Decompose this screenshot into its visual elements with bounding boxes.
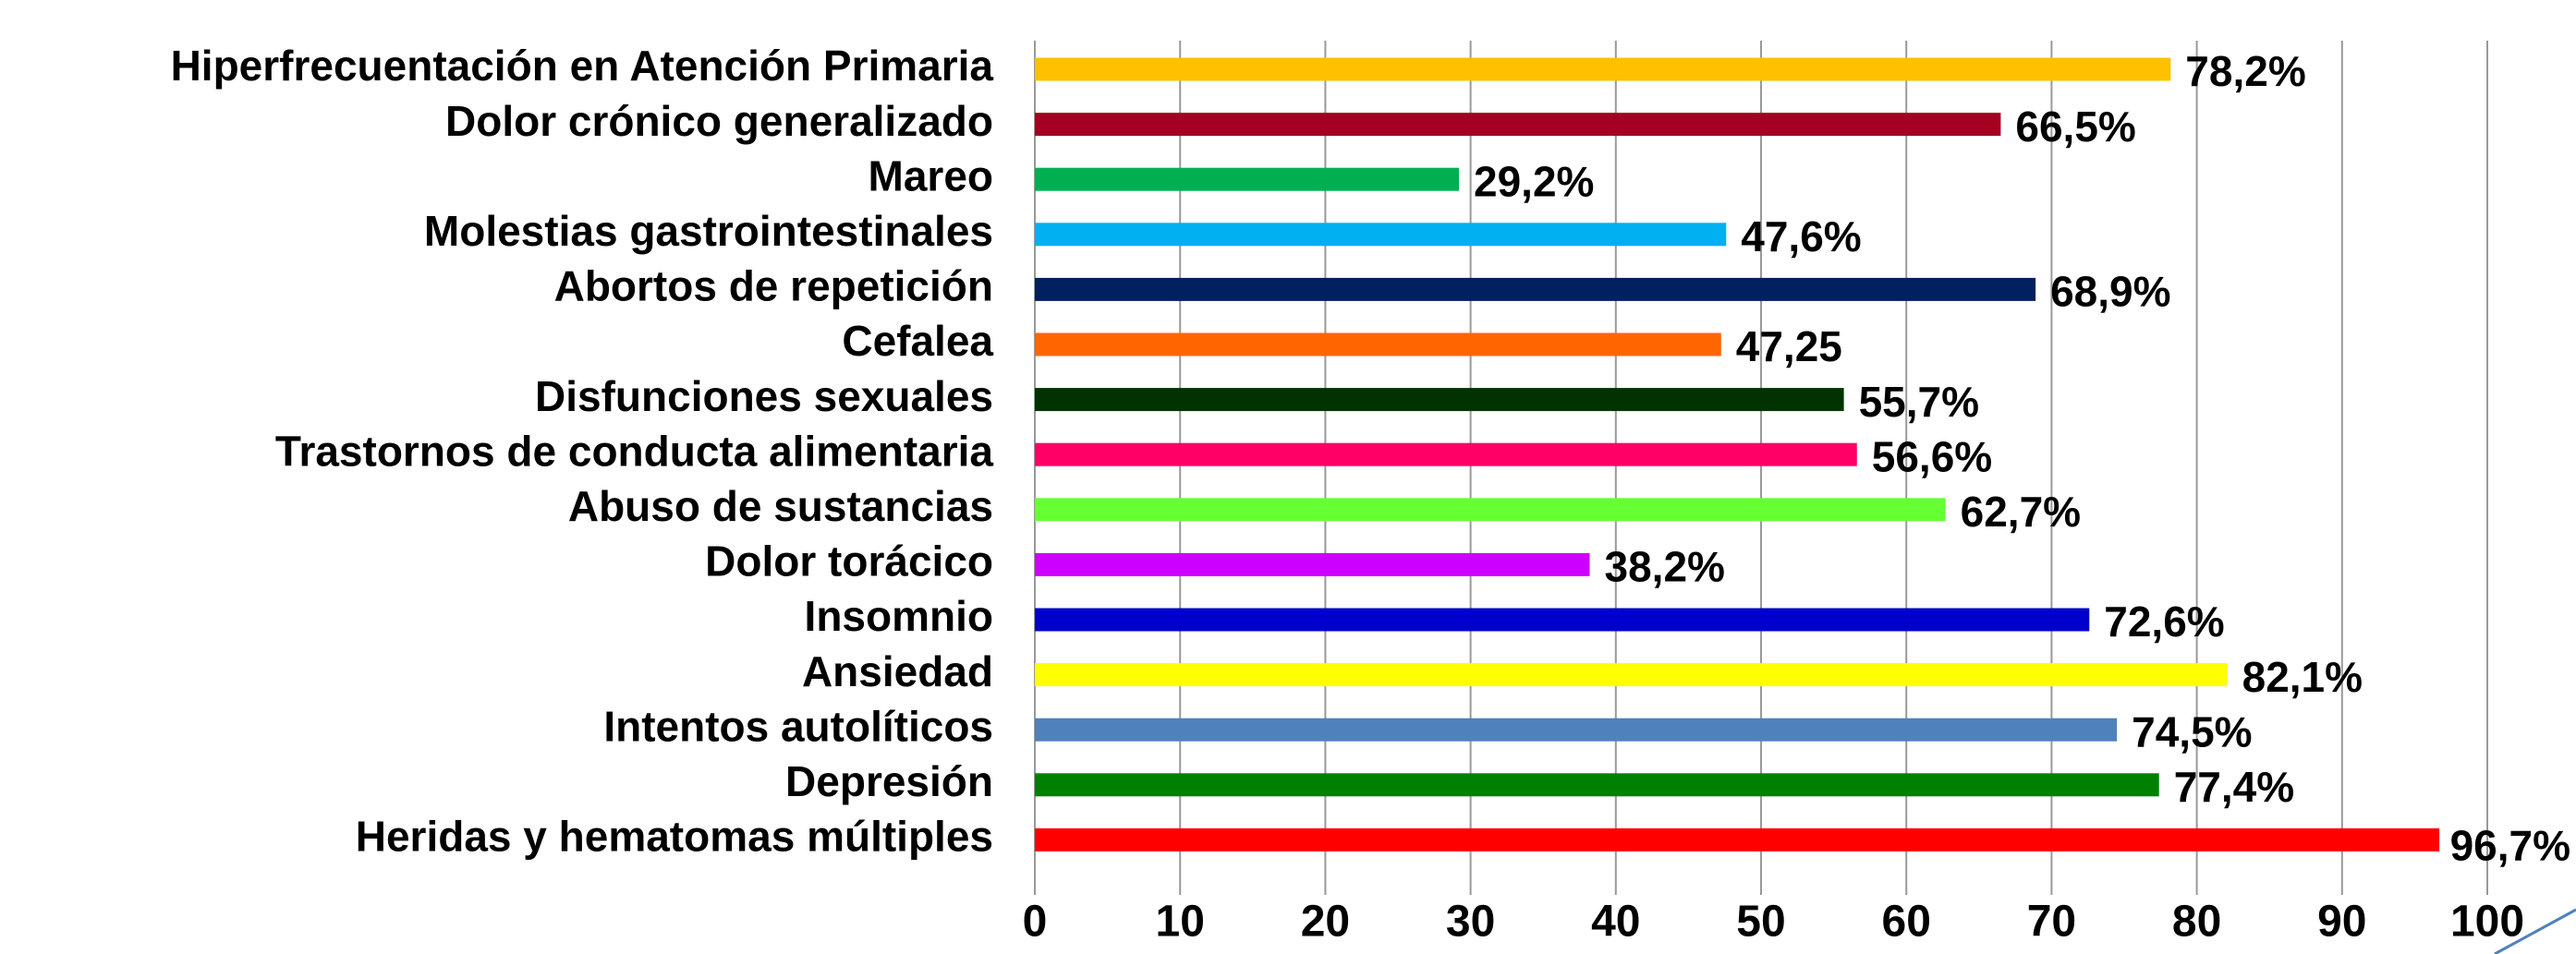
y-tick-label: Abuso de sustancias [568,482,993,530]
y-tick-label: Insomnio [805,592,993,640]
bar [1035,113,2001,137]
value-label: 47,6% [1741,212,1861,260]
y-tick-label: Abortos de repetición [554,262,993,310]
bar [1035,608,2090,632]
x-tick-label: 50 [1736,898,1785,947]
bar [1035,442,1857,466]
x-tick-label: 40 [1591,898,1640,947]
value-label: 68,9% [2050,268,2170,316]
value-label: 77,4% [2174,763,2294,811]
bar [1035,332,1721,356]
bar [1035,773,2159,797]
y-tick-label: Trastornos de conducta alimentaria [275,427,994,475]
value-label: 96,7% [2450,822,2570,870]
x-tick-label: 80 [2172,898,2221,947]
y-tick-label: Depresión [785,757,993,805]
value-label: 82,1% [2242,653,2363,701]
x-tick-label: 60 [1882,898,1931,947]
y-tick-label: Mareo [869,151,993,199]
value-label: 62,7% [1961,488,2081,536]
value-label: 38,2% [1605,543,1725,591]
y-tick-label: Disfunciones sexuales [535,372,993,420]
bar [1035,827,2440,851]
y-tick-label: Heridas y hematomas múltiples [356,813,993,861]
value-label: 29,2% [1474,157,1594,205]
y-tick-label: Cefalea [842,317,993,365]
value-label: 74,5% [2132,707,2252,755]
bar [1035,167,1460,191]
bar [1035,663,2228,687]
bar [1035,552,1590,576]
decoration [2494,908,2576,954]
value-label: 78,2% [2185,47,2305,95]
y-tick-label: Ansiedad [802,647,993,695]
x-tick-label: 20 [1301,898,1350,947]
bar [1035,57,2171,81]
y-tick-label: Molestias gastrointestinales [424,207,993,255]
x-tick-label: 90 [2317,898,2366,947]
bar [1035,498,1946,522]
y-tick-label: Hiperfrecuentación en Atención Primaria [171,42,994,90]
y-tick-label: Dolor crónico generalizado [445,97,993,145]
value-label: 47,25 [1736,322,1842,370]
x-tick-label: 100 [2450,898,2524,947]
x-tick-label: 30 [1446,898,1495,947]
x-tick-label: 0 [1023,898,1048,947]
x-tick-label: 70 [2027,898,2076,947]
y-tick-label: Dolor torácico [705,537,993,586]
value-label: 56,6% [1872,432,1992,480]
y-tick-label: Intentos autolíticos [603,702,993,750]
bar [1035,718,2118,742]
value-label: 72,6% [2104,598,2224,646]
bar [1035,223,1727,247]
value-label: 66,5% [2015,103,2135,151]
value-label: 55,7% [1859,378,1979,426]
bar [1035,277,2036,301]
x-tick-label: 10 [1156,898,1205,947]
bar [1035,388,1844,412]
